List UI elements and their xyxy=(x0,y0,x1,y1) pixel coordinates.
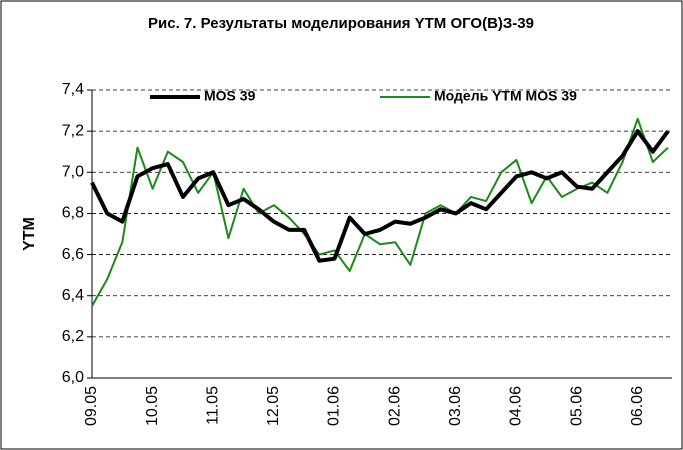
x-tick-label: 05.06 xyxy=(568,386,585,426)
x-tick-label: 09.05 xyxy=(83,386,100,426)
y-tick-label: 6,4 xyxy=(62,287,84,304)
y-axis-label: YTM xyxy=(21,217,38,251)
y-tick-label: 6,8 xyxy=(62,205,84,222)
series-line xyxy=(90,129,670,263)
y-tick-label: 7,0 xyxy=(62,164,84,181)
x-tick-label: 12.05 xyxy=(265,386,282,426)
x-tick-label: 02.06 xyxy=(386,386,403,426)
legend-label: MOS 39 xyxy=(204,88,256,104)
series-line xyxy=(91,117,669,307)
y-tick-label: 6,0 xyxy=(62,369,84,386)
x-tick-label: 03.06 xyxy=(447,386,464,426)
y-tick-label: 6,2 xyxy=(62,328,84,345)
x-tick-label: 11.05 xyxy=(204,386,221,425)
y-tick-label: 7,2 xyxy=(62,122,84,139)
x-tick-label: 06.06 xyxy=(629,386,646,426)
x-tick-label: 04.06 xyxy=(508,386,525,426)
x-tick-label: 01.06 xyxy=(326,386,343,426)
y-tick-label: 7,4 xyxy=(62,81,84,98)
legend-label: Модель YTM MOS 39 xyxy=(434,88,577,104)
x-tick-label: 10.05 xyxy=(144,386,161,426)
y-tick-label: 6,6 xyxy=(62,246,84,263)
chart-title: Рис. 7. Результаты моделирования YTM ОГО… xyxy=(148,15,534,32)
